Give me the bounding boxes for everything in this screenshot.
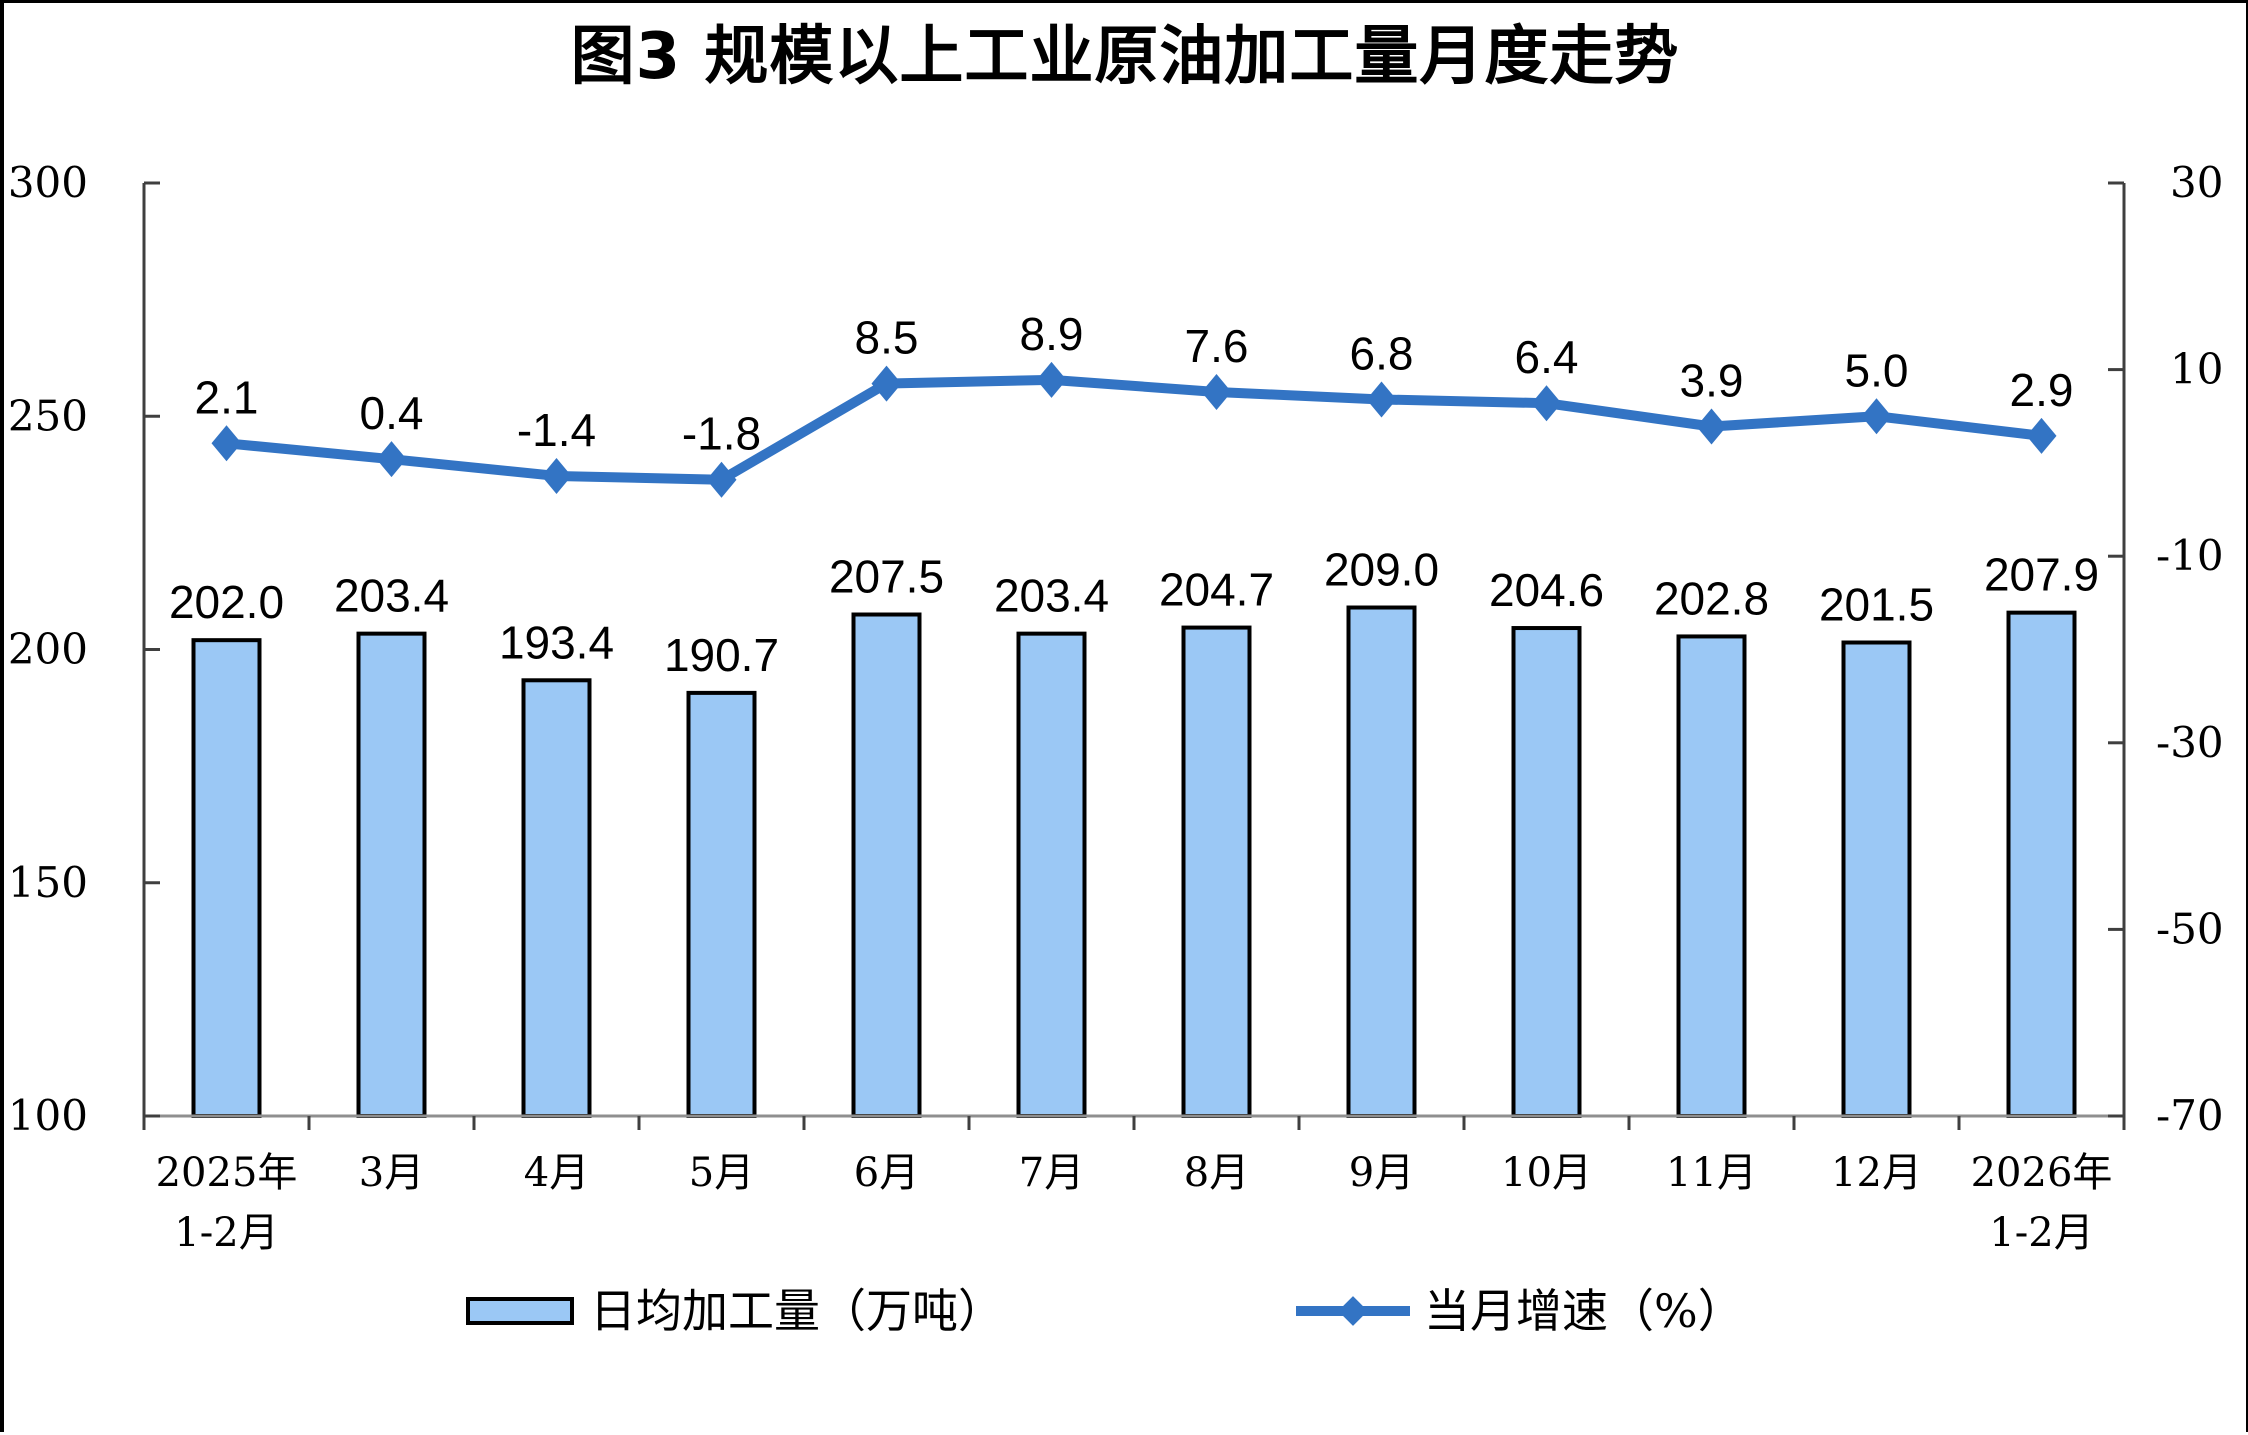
right-tick-label: 10 — [2170, 345, 2223, 394]
bar — [521, 678, 592, 1118]
bar — [1841, 640, 1912, 1118]
diamond-marker-icon — [1338, 1296, 1368, 1326]
line-marker — [1861, 398, 1892, 435]
bar-value-label: 202.0 — [169, 576, 284, 628]
x-category-label: 4月 — [524, 1150, 589, 1196]
line-value-label: 0.4 — [360, 387, 424, 439]
line-marker — [1366, 381, 1397, 418]
x-category-label: 10月 — [1501, 1150, 1592, 1196]
bar — [1016, 631, 1087, 1118]
bar-value-label: 204.7 — [1159, 564, 1274, 616]
left-tick-label: 100 — [8, 1091, 88, 1140]
line-value-label: 7.6 — [1185, 320, 1249, 372]
line-marker — [541, 457, 572, 494]
bar — [686, 690, 757, 1119]
line-value-label: -1.4 — [517, 404, 596, 456]
bar-value-label: 207.5 — [829, 551, 944, 603]
x-category-label: 6月 — [854, 1150, 919, 1196]
legend-label-daily-volume: 日均加工量（万吨） — [590, 1284, 1004, 1338]
bar-value-label: 193.4 — [499, 616, 614, 668]
line-marker — [1531, 385, 1562, 422]
right-tick-label: -10 — [2156, 531, 2224, 580]
legend-item-growth-rate: 当月增速（%） — [1296, 1285, 1744, 1337]
line-swatch-icon — [1296, 1285, 1410, 1337]
x-category-label: 11月 — [1666, 1150, 1757, 1196]
line-value-label: 5.0 — [1845, 344, 1909, 396]
x-category-label: 9月 — [1349, 1150, 1414, 1196]
bar-value-label: 209.0 — [1324, 544, 1439, 596]
x-category-label: 8月 — [1184, 1150, 1249, 1196]
right-tick-label: -30 — [2156, 718, 2224, 767]
line-value-label: 8.5 — [855, 312, 919, 364]
line-marker — [1696, 408, 1727, 445]
line-marker — [2026, 417, 2057, 454]
left-tick-label: 250 — [8, 391, 88, 440]
line-value-label: 6.4 — [1515, 331, 1579, 383]
x-category-label: 12月 — [1831, 1150, 1922, 1196]
growth-line — [221, 374, 2047, 485]
x-category-label: 5月 — [689, 1150, 754, 1196]
bar-value-label: 203.4 — [334, 570, 449, 622]
chart-title: 图3 规模以上工业原油加工量月度走势 — [570, 20, 1680, 94]
x-category-label: 1-2月 — [174, 1210, 278, 1256]
bar-value-label: 207.9 — [1984, 549, 2099, 601]
bar-value-label: 204.6 — [1489, 564, 1604, 616]
x-category-label: 1-2月 — [1989, 1210, 2093, 1256]
legend: 日均加工量（万吨） 当月增速（%） — [4, 1285, 2246, 1345]
bar-value-label: 201.5 — [1819, 579, 1934, 631]
bar-swatch-icon — [466, 1297, 574, 1325]
line-marker — [1201, 373, 1232, 410]
line-marker — [211, 425, 242, 462]
line-value-label: 6.8 — [1350, 327, 1414, 379]
line-marker — [706, 461, 737, 498]
line-marker — [1036, 361, 1067, 398]
bar — [191, 638, 262, 1118]
x-category-label: 2026年 — [1971, 1150, 2113, 1196]
line-value-label: 3.9 — [1680, 355, 1744, 407]
bar — [1676, 634, 1747, 1118]
right-tick-label: -50 — [2156, 904, 2224, 953]
line-value-label: -1.8 — [682, 408, 761, 460]
x-category-label: 2025年 — [156, 1150, 298, 1196]
left-tick-label: 150 — [8, 858, 88, 907]
legend-item-daily-volume: 日均加工量（万吨） — [466, 1285, 1004, 1337]
bar-value-label: 202.8 — [1654, 572, 1769, 624]
bar — [1511, 626, 1582, 1119]
chart-canvas: 202.0 203.4 193.4 190.7 207.5 203.4 204.7 209.0… — [8, 158, 2224, 1256]
line-value-label: 2.1 — [195, 371, 259, 423]
right-tick-label: 30 — [2170, 158, 2223, 207]
left-tick-label: 200 — [8, 625, 88, 674]
bar — [851, 612, 922, 1118]
bar — [1346, 605, 1417, 1118]
right-tick-label: -70 — [2156, 1091, 2224, 1140]
bar-value-label: 203.4 — [994, 570, 1109, 622]
left-tick-label: 300 — [8, 158, 88, 207]
bar — [2006, 610, 2077, 1118]
legend-label-growth-rate: 当月增速（%） — [1424, 1284, 1744, 1338]
x-category-label: 7月 — [1019, 1150, 1084, 1196]
x-category-label: 3月 — [359, 1150, 424, 1196]
line-value-label: 8.9 — [1020, 308, 1084, 360]
bar — [356, 631, 427, 1118]
line-marker — [871, 365, 902, 402]
bar-value-label: 190.7 — [664, 629, 779, 681]
bar — [1181, 625, 1252, 1119]
line-marker — [376, 441, 407, 478]
line-value-label: 2.9 — [2010, 364, 2074, 416]
